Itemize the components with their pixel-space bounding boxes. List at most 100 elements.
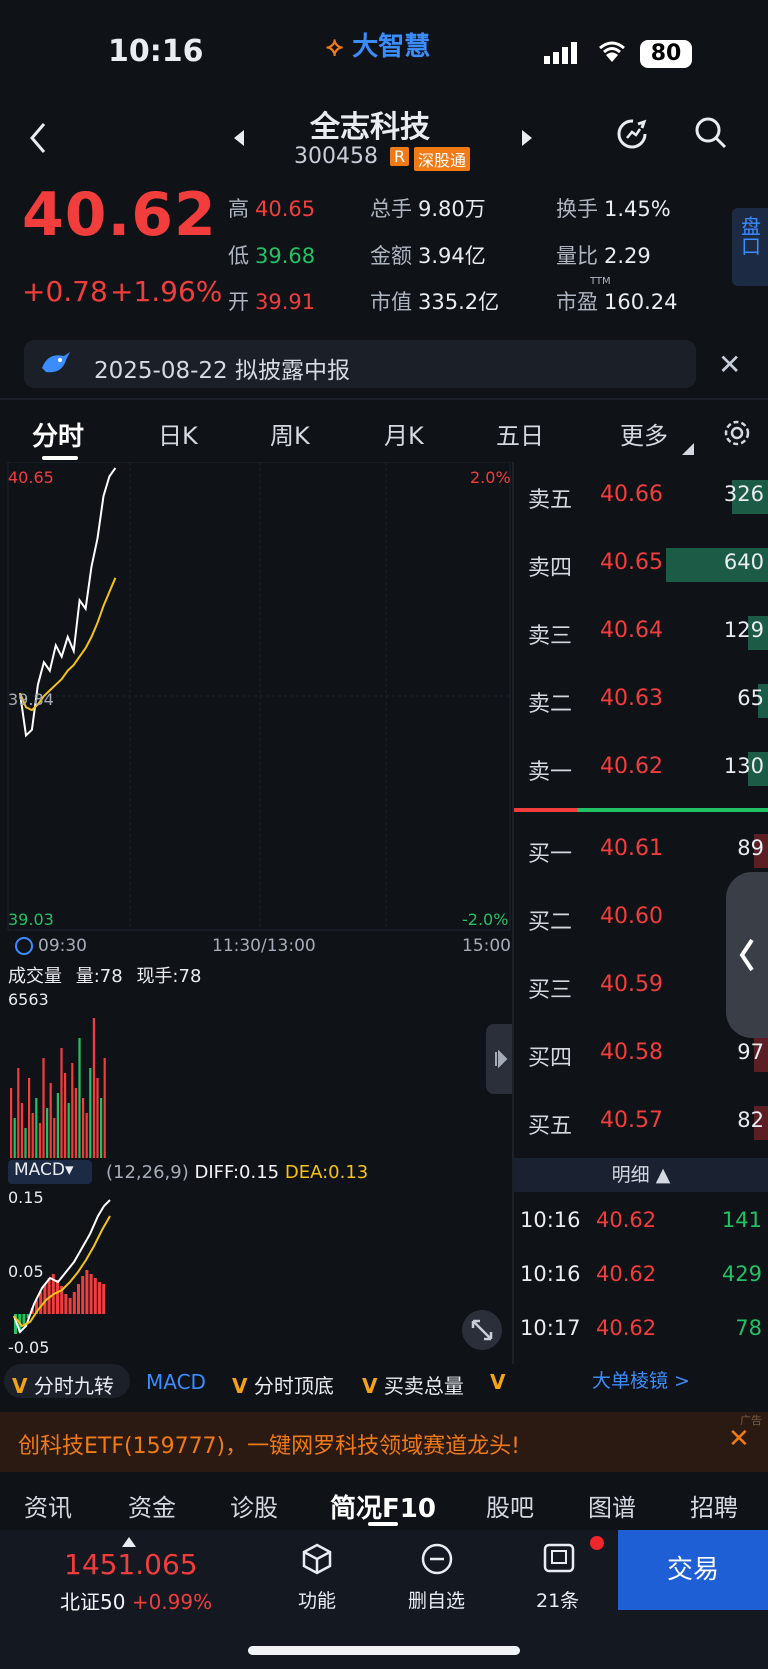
ad-close-icon[interactable]: ✕ (728, 1424, 750, 1454)
stat-turnover: 换手 1.45% (556, 197, 671, 221)
big-order-link[interactable]: 大单棱镜 > (592, 1370, 690, 1392)
ask-row[interactable]: 卖三 40.64 129 (514, 612, 768, 652)
search-icon[interactable] (694, 116, 728, 154)
refresh-icon[interactable] (614, 116, 650, 156)
collapse-handle[interactable] (486, 1024, 512, 1094)
volume-bar (46, 1108, 49, 1158)
messages-count-label[interactable]: 21条 (536, 1590, 580, 1612)
index-up-arrow-icon (122, 1532, 136, 1551)
brand-logo-icon: ⟡ (326, 32, 344, 62)
bid-row[interactable]: 买一 40.61 89 (514, 830, 768, 870)
bid-ask-split-bar (514, 808, 768, 812)
nav-tab-graph[interactable]: 图谱 (588, 1494, 636, 1522)
next-stock-button[interactable] (520, 128, 534, 152)
volume-bar (89, 1068, 92, 1158)
ask-row[interactable]: 卖五 40.66 326 (514, 476, 768, 516)
status-time: 10:16 (108, 34, 204, 69)
bid-level-label: 买二 (528, 910, 573, 935)
volume-bar (78, 1038, 81, 1158)
ask-level-label: 卖三 (528, 624, 573, 649)
settings-gear-icon[interactable] (722, 418, 752, 452)
macd-tick-mid: 0.05 (8, 1262, 44, 1281)
order-book-side-tab[interactable]: 盘口 (732, 208, 768, 286)
nav-tab-f10[interactable]: 简况F10 (330, 1494, 436, 1524)
ask-volume-bar (748, 752, 768, 786)
nav-tab-funds[interactable]: 资金 (128, 1494, 176, 1522)
trade-detail-header[interactable]: 明细 ▲ (514, 1158, 768, 1192)
brand-name: 大智慧 (352, 32, 431, 62)
macd-selector[interactable]: MACD▾ (8, 1160, 92, 1184)
volume-value: 量:78 (75, 966, 123, 987)
function-icon[interactable] (300, 1542, 334, 1580)
bid-row[interactable]: 买三 40.59 (514, 966, 768, 1006)
nav-tab-jobs[interactable]: 招聘 (690, 1494, 738, 1522)
macd-bar (14, 1314, 17, 1334)
remove-watchlist-label[interactable]: 删自选 (408, 1590, 466, 1612)
tab-daily-k[interactable]: 日K (158, 422, 198, 450)
bid-price: 40.58 (600, 1040, 663, 1065)
bid-volume: 82 (737, 1108, 764, 1132)
ask-price: 40.62 (600, 754, 663, 779)
bid-level-label: 买一 (528, 842, 573, 867)
ad-banner[interactable] (0, 1412, 768, 1472)
volume-bar (20, 1103, 23, 1158)
nav-tab-forum[interactable]: 股吧 (486, 1494, 534, 1522)
macd-bar (77, 1284, 80, 1314)
index-change: +0.99% (131, 1590, 213, 1614)
tab-monthly-k[interactable]: 月K (384, 422, 424, 450)
indicator-tab-more-v[interactable]: V (490, 1370, 506, 1394)
ask-volume-bar (666, 548, 768, 582)
side-drawer-handle[interactable] (726, 872, 768, 1038)
nav-tab-news[interactable]: 资讯 (24, 1494, 72, 1522)
macd-bar (26, 1314, 30, 1318)
indicator-tab-macd[interactable]: MACD (146, 1370, 206, 1394)
macd-bar (43, 1284, 47, 1314)
trade-time: 10:16 (520, 1208, 581, 1232)
trade-row: 10:17 40.62 78 (514, 1316, 768, 1350)
volume-bar (31, 1113, 34, 1158)
nav-tab-diagnosis[interactable]: 诊股 (230, 1494, 278, 1522)
tab-more[interactable]: 更多 (620, 422, 668, 450)
macd-bar (68, 1298, 72, 1314)
tab-five-day[interactable]: 五日 (496, 422, 544, 450)
volume-bar (24, 1128, 27, 1158)
macd-bar (64, 1294, 68, 1314)
stat-pe: 市盈 160.24 (556, 290, 678, 314)
trade-price: 40.62 (596, 1262, 657, 1286)
bid-row[interactable]: 买四 40.58 97 (514, 1034, 768, 1074)
bid-volume: 89 (737, 836, 764, 860)
back-button[interactable] (24, 118, 52, 158)
ask-row[interactable]: 卖二 40.63 65 (514, 680, 768, 720)
volume-bar (100, 1098, 103, 1158)
tab-weekly-k[interactable]: 周K (270, 422, 310, 450)
ask-row[interactable]: 卖四 40.65 640 (514, 544, 768, 584)
notice-close-icon[interactable]: ✕ (718, 348, 742, 381)
indicator-tab-nine-turn[interactable]: V 分时九转 (12, 1374, 114, 1398)
index-name: 北证50 (60, 1590, 126, 1614)
trade-volume: 141 (721, 1208, 762, 1232)
trade-time: 10:17 (520, 1316, 581, 1340)
expand-chart-icon[interactable] (460, 1308, 504, 1356)
messages-icon[interactable] (542, 1542, 576, 1580)
trade-button[interactable]: 交易 (618, 1530, 768, 1610)
function-label[interactable]: 功能 (298, 1590, 337, 1612)
volume-title: 成交量 (8, 966, 62, 987)
ask-row[interactable]: 卖一 40.62 130 (514, 748, 768, 788)
volume-bar (60, 1048, 63, 1158)
previous-stock-button[interactable] (232, 128, 246, 152)
intraday-chart[interactable] (0, 461, 512, 932)
bid-row[interactable]: 买五 40.57 82 (514, 1102, 768, 1142)
clock-icon (14, 936, 34, 960)
index-value[interactable]: 1451.065 (64, 1548, 198, 1581)
indicator-tab-total-volume[interactable]: V 买卖总量 (362, 1374, 464, 1398)
tab-intraday[interactable]: 分时 (32, 422, 85, 452)
stat-volume-ratio: 量比 2.29 (556, 244, 651, 268)
notice-bar[interactable] (24, 340, 696, 388)
volume-bar (17, 1068, 20, 1158)
stat-low: 低 39.68 (228, 244, 316, 268)
indicator-tab-top-bottom[interactable]: V 分时顶底 (232, 1374, 334, 1398)
bid-price: 40.60 (600, 904, 663, 929)
macd-bar (102, 1284, 106, 1314)
remove-watchlist-icon[interactable] (420, 1542, 454, 1580)
